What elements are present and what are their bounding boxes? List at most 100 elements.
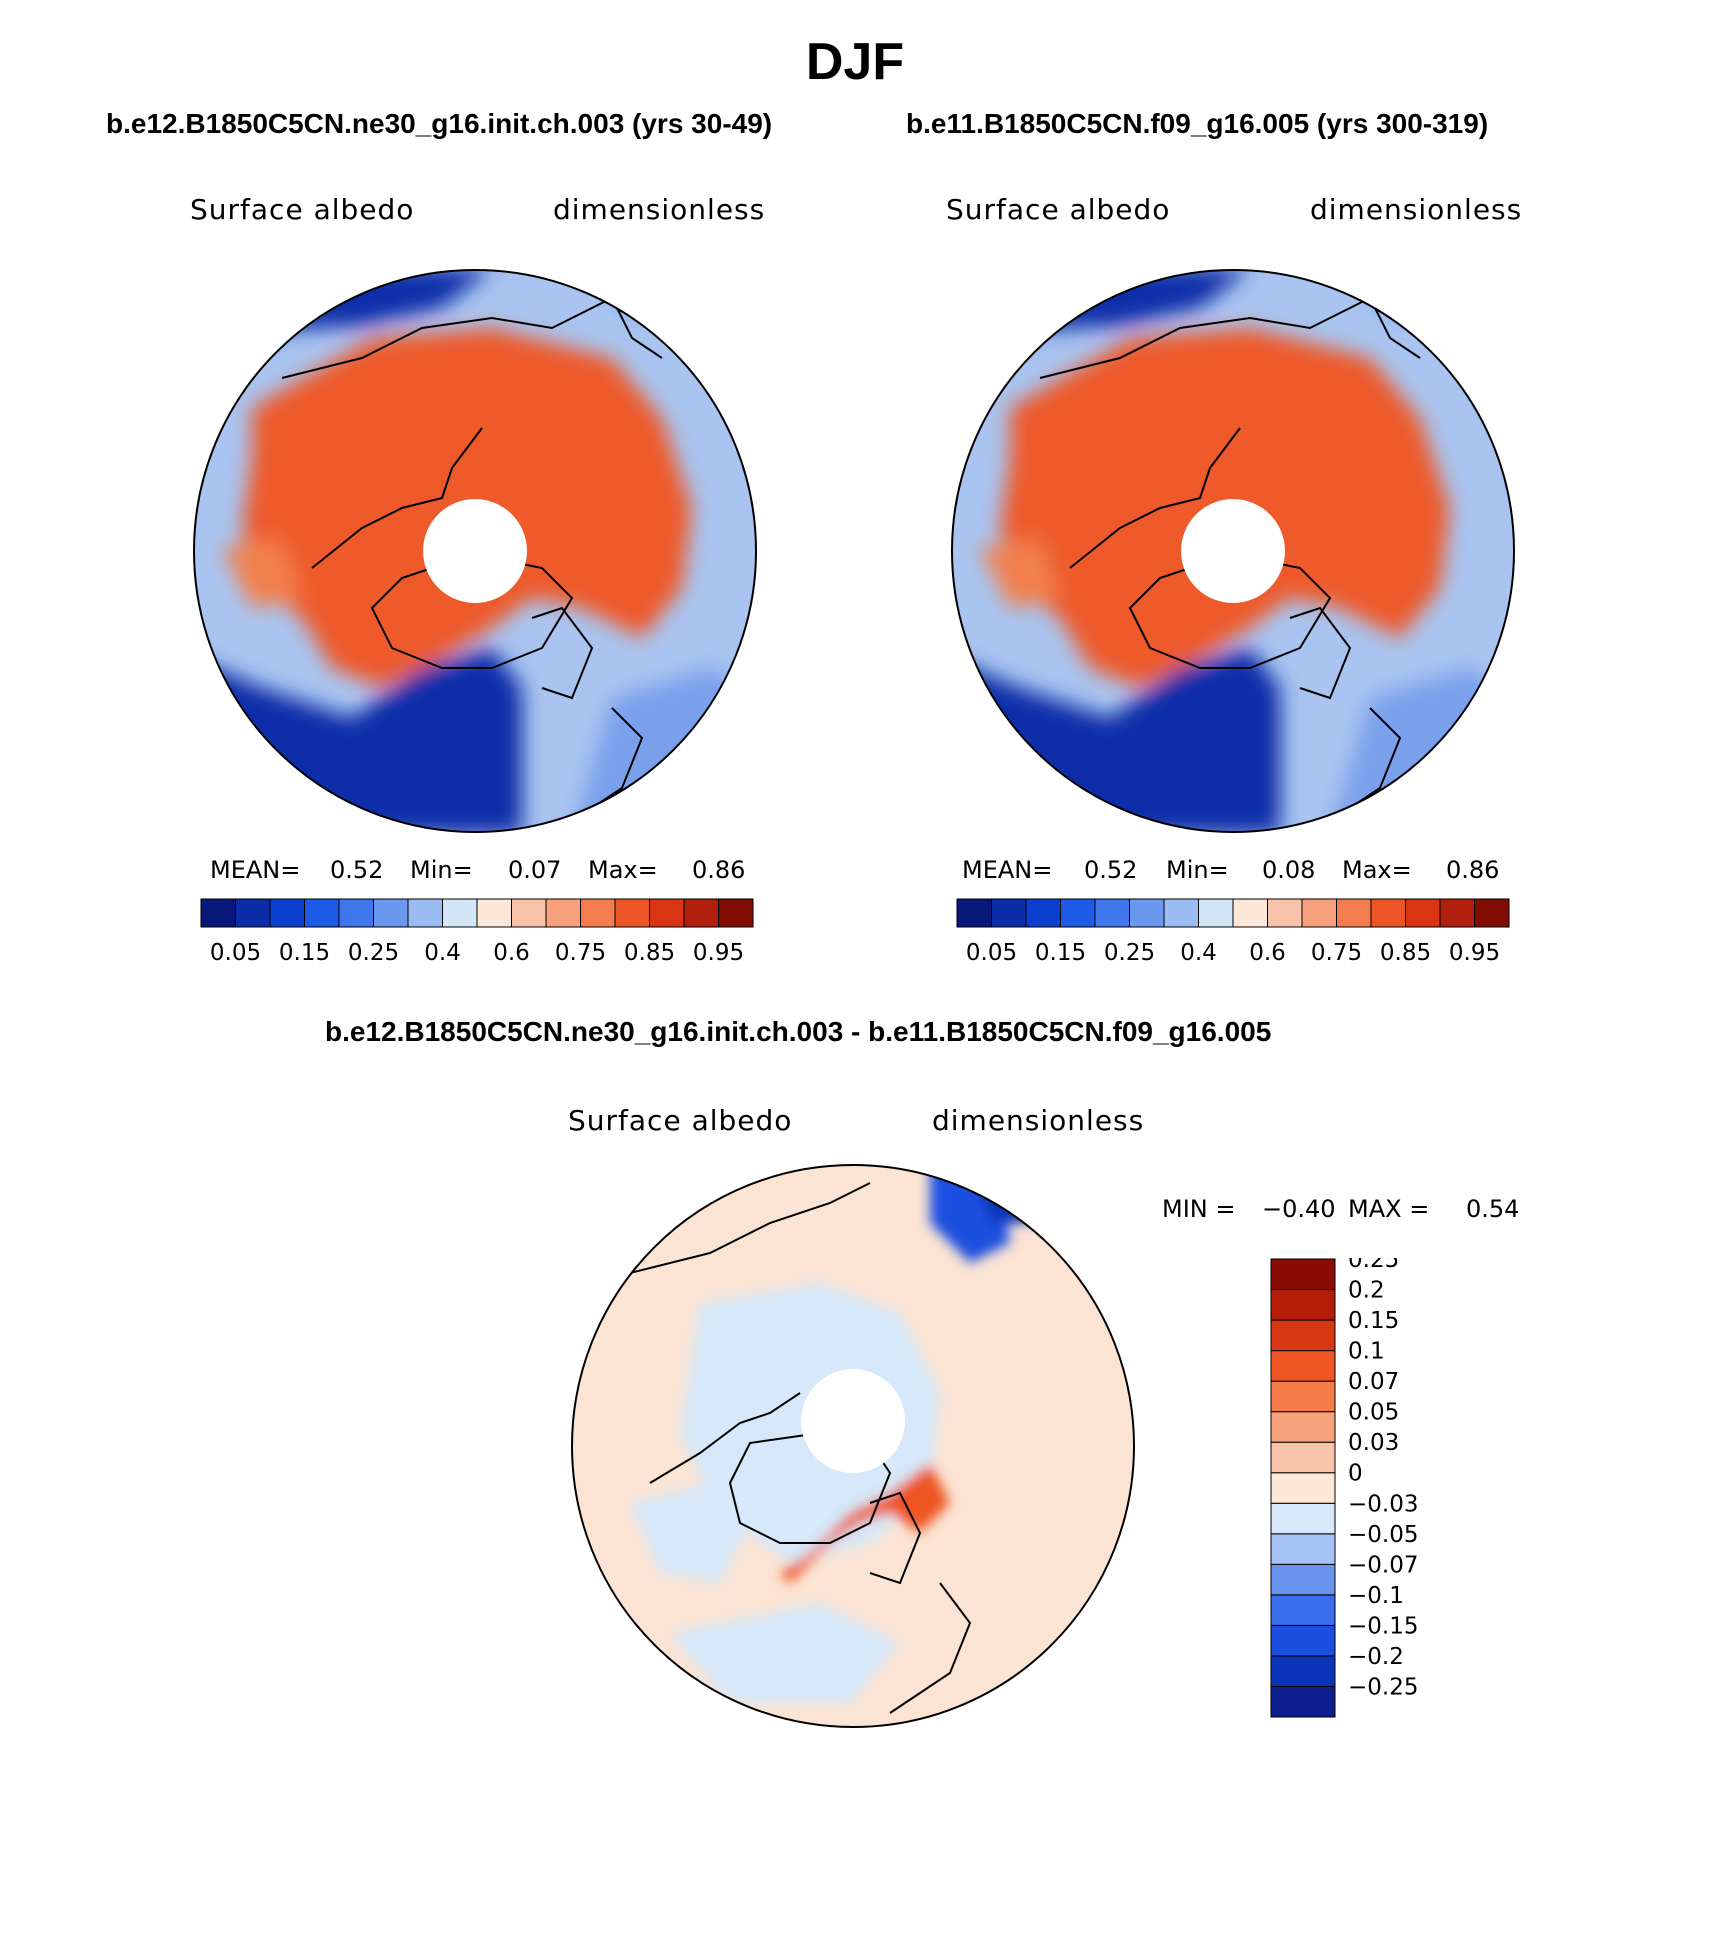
test-units-label: dimensionless [553, 193, 766, 226]
test-max-value: 0.86 [692, 856, 746, 884]
control-mean-value: 0.52 [1084, 856, 1138, 884]
colorbar-swatch [304, 898, 340, 928]
colorbar-tick-label: 0.95 [1449, 940, 1500, 966]
difference-case-title: b.e12.B1850C5CN.ne30_g16.init.ch.003 - b… [325, 1016, 1272, 1047]
test-min-value: 0.07 [508, 856, 562, 884]
difference-max-label: MAX = [1348, 1195, 1430, 1223]
colorbar-swatch [269, 898, 305, 928]
colorbar-tick-label: −0.15 [1348, 1613, 1418, 1639]
colorbar-tick-label: 0.25 [348, 940, 399, 966]
control-min-label: Min= [1166, 856, 1229, 884]
colorbar-swatch [373, 898, 409, 928]
control-polar-map [951, 269, 1515, 833]
colorbar-swatch [1270, 1289, 1336, 1321]
colorbar-tick-label: 0.75 [555, 940, 606, 966]
colorbar-swatch [442, 898, 478, 928]
colorbar-tick-label: 0.4 [424, 940, 461, 966]
test-mean-label: MEAN= [210, 856, 301, 884]
colorbar-swatch [1370, 898, 1406, 928]
colorbar-tick-label: −0.2 [1348, 1644, 1404, 1670]
colorbar-swatch [1270, 1624, 1336, 1657]
colorbar-swatch [1439, 898, 1475, 928]
test-case-title: b.e12.B1850C5CN.ne30_g16.init.ch.003 (yr… [106, 108, 773, 139]
colorbar-tick-label: 0.05 [966, 940, 1017, 966]
difference-variable-label: Surface albedo [568, 1104, 793, 1137]
colorbar-swatch [1270, 1594, 1336, 1626]
colorbar-swatch [1336, 898, 1372, 928]
difference-colorbar: −0.25 −0.2 −0.15 −0.1 −0.07 −0.05 −0.03 0 0.03 0.… [1270, 1258, 1418, 1718]
figure-title: DJF [805, 33, 905, 91]
colorbar-tick-label: −0.25 [1348, 1674, 1418, 1700]
colorbar-tick-label: 0.07 [1348, 1369, 1399, 1395]
control-min-value: 0.08 [1262, 856, 1316, 884]
colorbar-tick-label: 0 [1348, 1461, 1363, 1487]
colorbar-swatch [511, 898, 547, 928]
colorbar-swatch [1270, 1441, 1336, 1474]
colorbar-swatch [956, 898, 992, 928]
colorbar-swatch [1270, 1472, 1336, 1504]
control-colorbar: 0.05 0.15 0.25 0.4 0.6 0.75 0.85 0.95 [956, 898, 1510, 966]
colorbar-tick-label: 0.05 [210, 940, 261, 966]
colorbar-tick-label: 0.15 [279, 940, 330, 966]
control-variable-label: Surface albedo [946, 193, 1171, 226]
colorbar-tick-label: −0.1 [1348, 1583, 1404, 1609]
colorbar-swatch [1270, 1685, 1336, 1718]
colorbar-swatch [200, 898, 236, 928]
colorbar-tick-label: 0.15 [1035, 940, 1086, 966]
colorbar-swatch [1267, 898, 1303, 928]
colorbar-swatch [1129, 898, 1165, 928]
colorbar-swatch [1094, 898, 1130, 928]
colorbar-swatch [1163, 898, 1199, 928]
colorbar-swatch [1270, 1563, 1336, 1596]
colorbar-swatch [718, 898, 754, 928]
test-mean-value: 0.52 [330, 856, 384, 884]
test-polar-map [193, 269, 757, 833]
difference-min-label: MIN = [1162, 1195, 1236, 1223]
colorbar-swatch [1270, 1258, 1336, 1291]
colorbar-swatch [649, 898, 685, 928]
colorbar-swatch [1474, 898, 1510, 928]
colorbar-swatch [1232, 898, 1268, 928]
colorbar-tick-label: 0.6 [1249, 940, 1286, 966]
colorbar-tick-label: 0.2 [1348, 1278, 1385, 1304]
difference-polar-map [571, 1164, 1135, 1728]
control-mean-label: MEAN= [962, 856, 1053, 884]
colorbar-swatch [545, 898, 581, 928]
colorbar-tick-label: 0.1 [1348, 1339, 1385, 1365]
colorbar-tick-label: 0.75 [1311, 940, 1362, 966]
colorbar-tick-label: 0.03 [1348, 1430, 1399, 1456]
difference-units-label: dimensionless [932, 1104, 1145, 1137]
colorbar-tick-label: 0.6 [493, 940, 530, 966]
colorbar-tick-label: 0.4 [1180, 940, 1217, 966]
colorbar-tick-label: 0.25 [1104, 940, 1155, 966]
colorbar-swatch [1025, 898, 1061, 928]
colorbar-swatch [1270, 1502, 1336, 1535]
colorbar-swatch [1198, 898, 1234, 928]
colorbar-tick-label: 0.85 [1380, 940, 1431, 966]
control-max-label: Max= [1342, 856, 1412, 884]
colorbar-swatch [1270, 1411, 1336, 1443]
colorbar-swatch [1060, 898, 1096, 928]
test-colorbar: 0.05 0.15 0.25 0.4 0.6 0.75 0.85 0.95 [200, 898, 754, 966]
colorbar-swatch [1270, 1350, 1336, 1382]
colorbar-tick-label: 0.15 [1348, 1308, 1399, 1334]
difference-min-value: −0.40 [1262, 1195, 1336, 1223]
control-units-label: dimensionless [1310, 193, 1523, 226]
colorbar-swatch [1270, 1319, 1336, 1352]
colorbar-tick-label: −0.05 [1348, 1522, 1418, 1548]
colorbar-tick-label: 0.25 [1348, 1258, 1399, 1273]
control-case-title: b.e11.B1850C5CN.f09_g16.005 (yrs 300-319… [906, 108, 1489, 139]
colorbar-tick-label: −0.03 [1348, 1491, 1418, 1517]
colorbar-swatch [1270, 1533, 1336, 1565]
colorbar-tick-label: −0.07 [1348, 1552, 1418, 1578]
colorbar-swatch [1405, 898, 1441, 928]
control-max-value: 0.86 [1446, 856, 1500, 884]
difference-max-value: 0.54 [1466, 1195, 1520, 1223]
colorbar-swatch [683, 898, 719, 928]
colorbar-swatch [1301, 898, 1337, 928]
colorbar-tick-label: 0.95 [693, 940, 744, 966]
test-min-label: Min= [410, 856, 473, 884]
colorbar-swatch [614, 898, 650, 928]
test-variable-label: Surface albedo [190, 193, 415, 226]
colorbar-tick-label: 0.05 [1348, 1400, 1399, 1426]
